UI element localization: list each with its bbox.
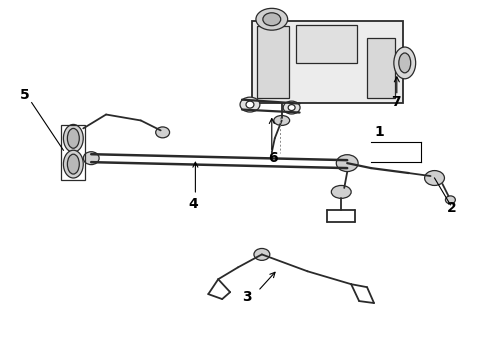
Ellipse shape: [336, 155, 358, 172]
Ellipse shape: [68, 154, 79, 174]
Bar: [295, 25, 357, 63]
Bar: [252, 21, 403, 103]
Bar: [367, 38, 395, 98]
Ellipse shape: [240, 97, 260, 112]
Ellipse shape: [394, 47, 416, 79]
Ellipse shape: [288, 105, 295, 111]
Ellipse shape: [246, 101, 254, 108]
Ellipse shape: [256, 8, 288, 30]
Bar: [257, 26, 289, 98]
Text: 6: 6: [268, 151, 277, 165]
Ellipse shape: [274, 116, 290, 125]
Ellipse shape: [254, 248, 270, 260]
Ellipse shape: [63, 125, 83, 152]
Text: 3: 3: [242, 290, 252, 304]
Text: 4: 4: [189, 197, 198, 211]
Ellipse shape: [68, 129, 79, 148]
Ellipse shape: [331, 185, 351, 198]
Text: 5: 5: [20, 87, 29, 102]
Text: 2: 2: [446, 201, 456, 215]
Text: 1: 1: [374, 125, 384, 139]
Ellipse shape: [63, 150, 83, 178]
Ellipse shape: [425, 171, 444, 185]
Ellipse shape: [156, 127, 170, 138]
Ellipse shape: [83, 152, 99, 165]
Text: 7: 7: [391, 95, 400, 109]
Ellipse shape: [445, 196, 455, 204]
Ellipse shape: [283, 101, 300, 114]
Ellipse shape: [399, 53, 411, 73]
Ellipse shape: [263, 13, 281, 26]
Bar: [61, 125, 85, 180]
